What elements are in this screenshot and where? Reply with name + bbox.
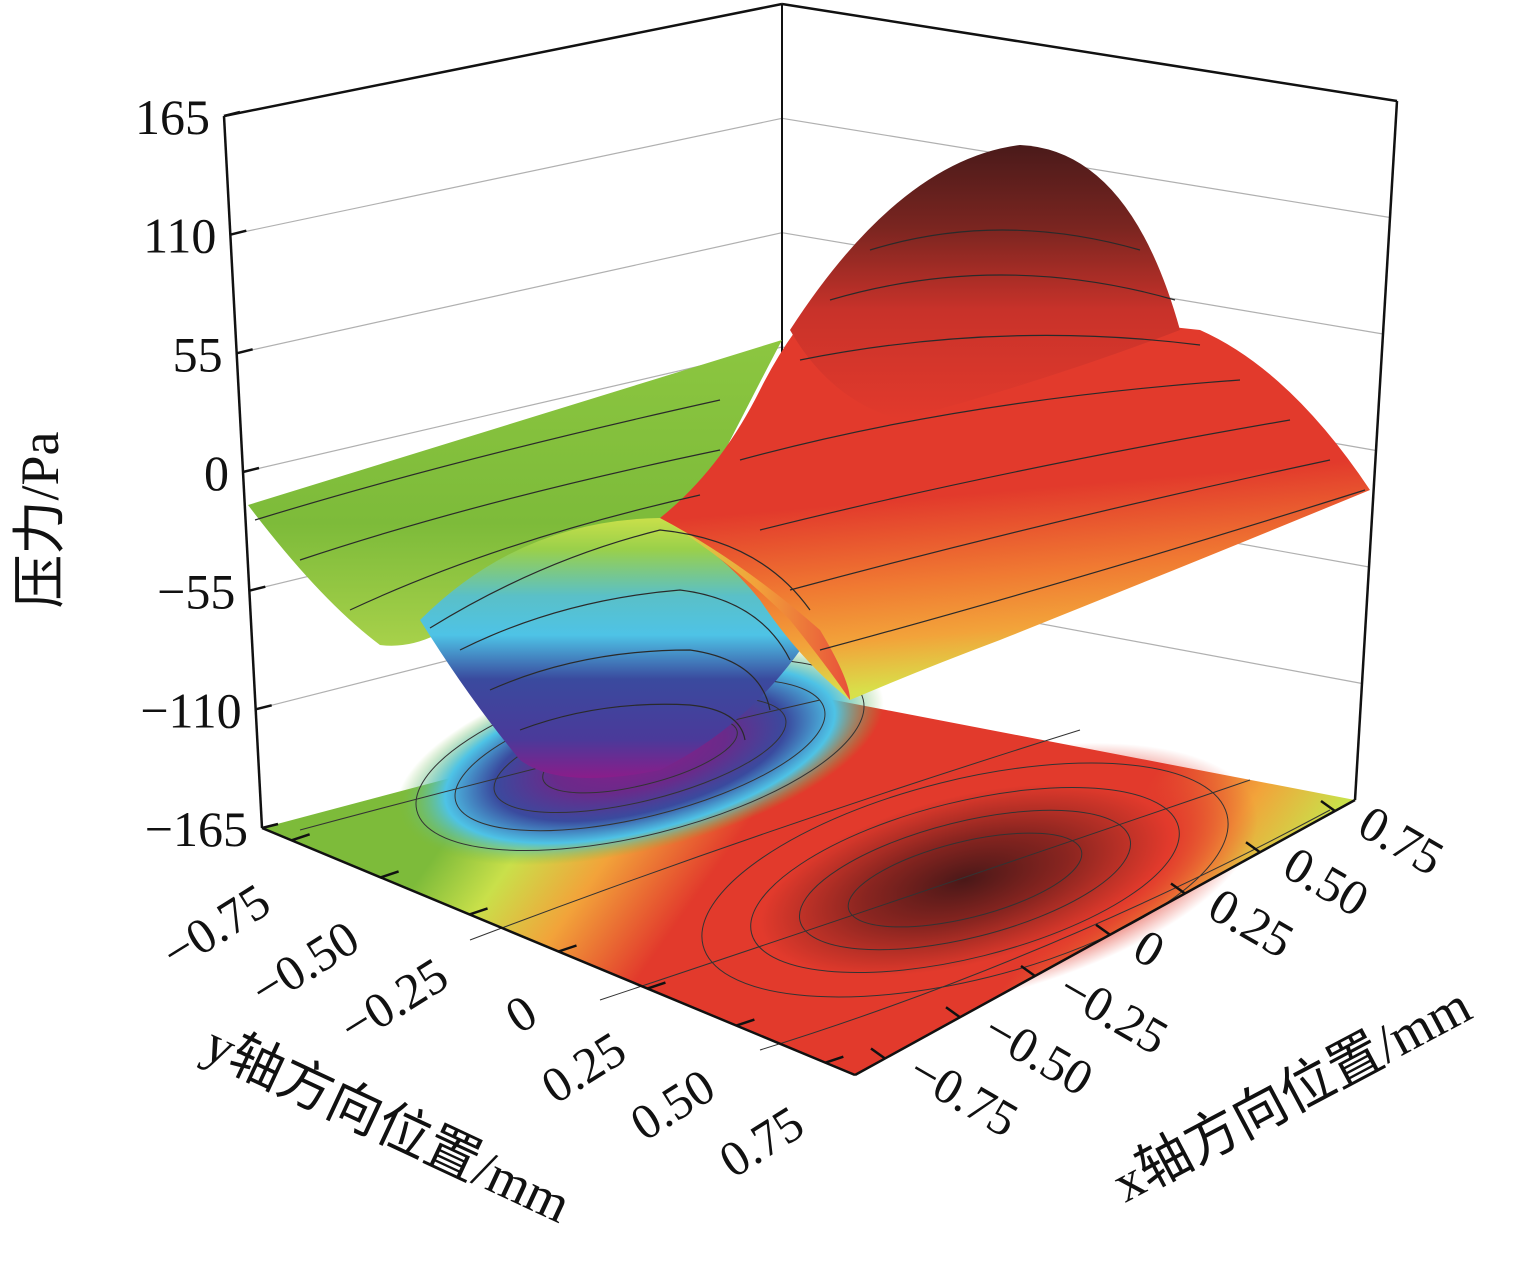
y-tick-label: 0.50 [620,1057,724,1151]
x-tick [1170,882,1186,895]
x-tick [1095,923,1111,936]
z-tick-label: −165 [145,801,248,857]
z-tick [249,585,266,592]
y-tick-label: 0 [495,983,546,1044]
z-tick [261,822,279,830]
z-tick [255,704,272,711]
y-tick [736,1018,755,1027]
z-gridline-left [236,232,783,354]
z-tick [230,229,247,236]
z-tick-labels: 165 110 55 0 −55 −110 −165 [135,89,248,857]
z-tick-label: 110 [143,208,216,264]
y-tick [824,1055,844,1064]
y-tick-marks [291,833,844,1064]
z-axis-title: 压力/Pa [10,431,70,608]
z-tick-label: 165 [135,89,210,145]
x-tick-marks [870,799,1336,1060]
z-tick-label: 55 [173,326,223,382]
y-tick-label: 0.25 [531,1020,635,1114]
z-gridline-left [230,117,783,236]
z-tick [223,110,241,118]
y-tick [291,833,311,842]
z-tick-label: −110 [140,682,241,738]
y-tick [647,981,666,990]
z-tick [242,466,260,474]
y-tick [469,907,488,916]
right-vertical-edge [1353,100,1399,801]
y-axis-title: y轴方向位置/mm [195,1013,579,1235]
x-tick [945,1006,961,1019]
pressure-surface [248,145,1370,778]
x-tick [1020,964,1036,978]
y-tick [380,870,399,879]
surface-right-sheet [660,290,1370,700]
back-left-top-edge [223,2,783,118]
back-right-top-edge [781,2,1398,103]
z-tick-label: −55 [157,564,235,620]
z-tick-marks [223,110,279,830]
y-tick-label: 0.75 [709,1094,813,1188]
x-tick [1320,799,1336,813]
x-tick [1245,841,1261,854]
floor-peak-spot [672,742,1258,1018]
z-tick [236,348,253,355]
z-tick-label: 0 [204,445,229,501]
surface-peak-hump [790,145,1180,420]
surface-contour-lines [254,229,1366,741]
surface-trough-bowl [420,518,820,778]
y-tick [558,944,577,953]
x-tick [870,1047,886,1060]
